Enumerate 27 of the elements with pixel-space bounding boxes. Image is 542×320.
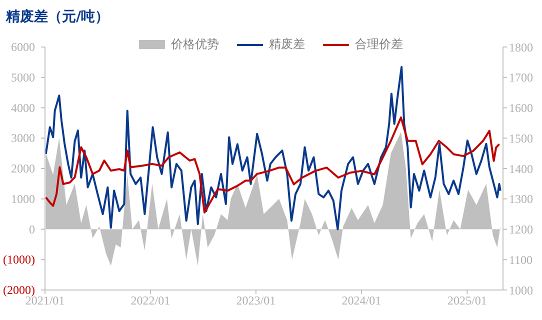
y2-tick-label: 1600	[509, 101, 533, 116]
legend-label: 精废差	[268, 36, 305, 53]
x-tick-label: 2022/01	[130, 294, 170, 308]
x-tick-label: 2023/01	[236, 294, 276, 308]
y-tick-label: 5000	[11, 70, 35, 84]
y-tick-label: 6000	[11, 40, 35, 54]
y2-tick-label: 1500	[509, 131, 533, 146]
y2-tick-label: 1800	[509, 40, 533, 54]
x-tick-label: 2025/01	[447, 294, 487, 308]
y-tick-label: 4000	[11, 100, 35, 115]
y2-tick-label: 1000	[509, 283, 533, 298]
y2-tick-label: 1400	[509, 162, 533, 176]
y-tick-label: 1000	[11, 192, 35, 206]
y-tick-label: (1000)	[3, 252, 35, 267]
y-tick-label: 0	[29, 222, 35, 236]
y-tick-label: 3000	[11, 131, 35, 146]
line-series	[45, 66, 502, 230]
chart-title: 精废差（元/吨）	[6, 8, 110, 26]
line-series	[45, 116, 500, 214]
y-tick-label: 2000	[11, 162, 35, 176]
y2-tick-label: 1700	[509, 70, 533, 85]
x-tick-label: 2024/01	[342, 294, 382, 308]
y2-tick-label: 1300	[509, 192, 533, 206]
legend-label: 合理价差	[354, 36, 403, 53]
y2-tick-label: 1200	[509, 222, 533, 237]
y2-tick-label: 1100	[509, 252, 533, 267]
legend-label: 价格优势	[170, 36, 219, 53]
